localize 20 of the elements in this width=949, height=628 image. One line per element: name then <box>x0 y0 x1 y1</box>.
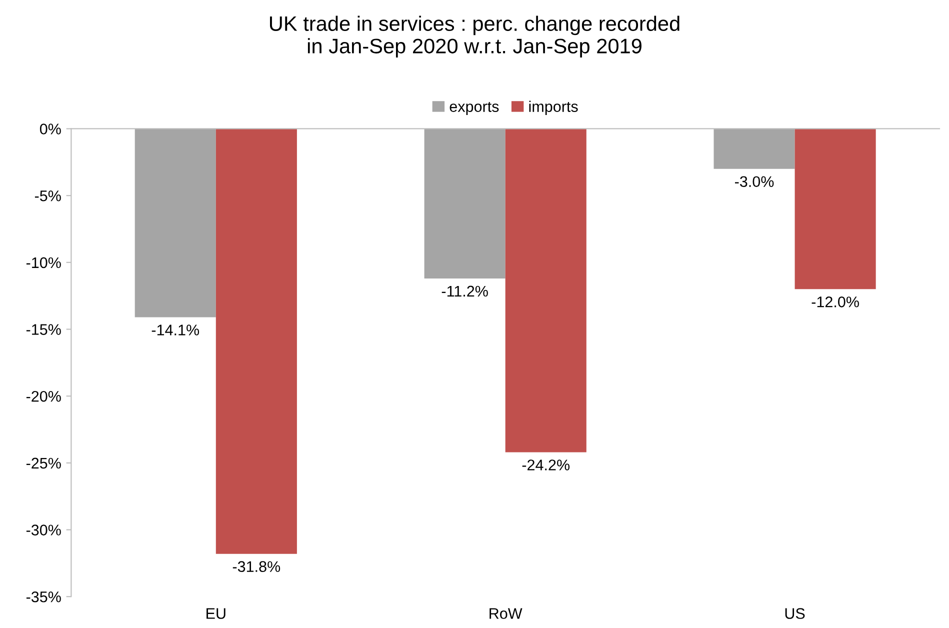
data-label: -14.1% <box>152 324 200 336</box>
y-tick-label: -25% <box>26 458 61 469</box>
y-tick-label: -20% <box>26 390 61 402</box>
y-tick-label: -30% <box>26 524 61 536</box>
data-label: -12.0% <box>812 296 859 308</box>
x-tick-label: EU <box>206 608 226 619</box>
legend-label: imports <box>529 100 578 115</box>
x-tick-label: RoW <box>490 608 522 619</box>
data-label: -24.2% <box>522 460 570 470</box>
y-tick-label: 0% <box>40 124 61 134</box>
y-tick-label: -10% <box>26 257 61 268</box>
data-label: -11.2% <box>442 286 488 297</box>
data-label: -31.8% <box>232 561 280 572</box>
chart-title: UK trade in services : perc. change recorded in Jan-Sep 2020 w.r.t. Jan-Sep 2019 <box>270 16 680 58</box>
x-tick-label: US <box>785 608 805 619</box>
data-label: -3.0% <box>734 176 774 188</box>
legend-label: exports <box>450 102 499 115</box>
y-tick-label: -5% <box>34 190 61 202</box>
y-tick-label: -35% <box>26 591 61 602</box>
y-tick-label: -15% <box>26 324 61 335</box>
